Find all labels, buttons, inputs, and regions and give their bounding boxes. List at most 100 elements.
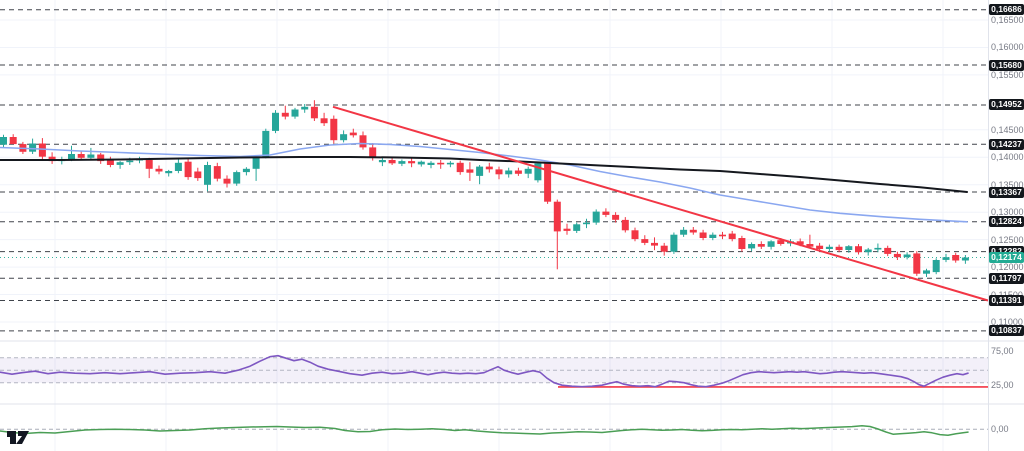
candle[interactable] (359, 131, 367, 150)
candle[interactable] (689, 227, 697, 235)
candle[interactable] (116, 161, 124, 169)
candle[interactable] (524, 166, 532, 179)
tradingview-logo-icon[interactable] (5, 427, 31, 447)
candle[interactable] (106, 156, 114, 168)
candle[interactable] (417, 160, 425, 167)
candle[interactable] (845, 245, 853, 253)
candle[interactable] (29, 138, 37, 154)
candle[interactable] (427, 161, 435, 169)
candle[interactable] (923, 268, 930, 277)
candle[interactable] (174, 157, 182, 174)
candle[interactable] (544, 161, 552, 204)
candle[interactable] (738, 235, 746, 252)
candle[interactable] (553, 199, 561, 270)
candle[interactable] (456, 160, 464, 175)
candle[interactable] (670, 232, 678, 254)
candle[interactable] (709, 232, 717, 241)
candle[interactable] (272, 110, 279, 134)
candle[interactable] (165, 169, 173, 177)
candle[interactable] (728, 230, 736, 242)
candle[interactable] (932, 258, 940, 275)
candle[interactable] (242, 167, 250, 176)
candle[interactable] (77, 151, 85, 160)
candle[interactable] (437, 160, 445, 169)
candle[interactable] (680, 227, 688, 237)
candle[interactable] (864, 247, 872, 256)
candle[interactable] (291, 107, 299, 119)
candle[interactable] (942, 253, 950, 263)
candle[interactable] (534, 161, 542, 183)
candle[interactable] (641, 235, 649, 246)
candle[interactable] (913, 251, 921, 276)
candle[interactable] (48, 152, 56, 164)
candle[interactable] (612, 212, 620, 223)
candle[interactable] (145, 157, 153, 179)
candle[interactable] (660, 242, 668, 256)
candle[interactable] (388, 157, 396, 165)
candle[interactable] (835, 244, 843, 253)
candle[interactable] (476, 165, 484, 185)
candle[interactable] (602, 208, 610, 218)
candle[interactable] (184, 158, 192, 180)
candle[interactable] (252, 156, 260, 181)
candle[interactable] (699, 229, 707, 241)
candle[interactable] (806, 234, 814, 249)
candle[interactable] (893, 251, 901, 260)
candles-layer[interactable] (0, 100, 969, 277)
candle[interactable] (340, 130, 348, 143)
candle[interactable] (330, 115, 338, 144)
trendline-layer[interactable] (332, 105, 989, 302)
candle[interactable] (573, 222, 581, 233)
candle[interactable] (378, 157, 386, 167)
candle[interactable] (874, 243, 882, 253)
candle[interactable] (349, 128, 357, 138)
candle[interactable] (884, 245, 892, 257)
candle[interactable] (816, 242, 824, 251)
candle[interactable] (233, 170, 241, 186)
candle[interactable] (87, 147, 95, 159)
candle[interactable] (631, 227, 639, 242)
candle[interactable] (719, 231, 726, 240)
candle[interactable] (262, 128, 270, 159)
candle[interactable] (446, 161, 454, 168)
rsi-pane[interactable] (0, 354, 988, 388)
momentum-pane[interactable] (0, 425, 988, 436)
candle-body (689, 229, 697, 233)
candle[interactable] (563, 223, 571, 235)
candle[interactable] (408, 157, 416, 168)
candle[interactable] (204, 161, 211, 192)
trendline[interactable] (332, 105, 989, 302)
candle[interactable] (223, 175, 231, 188)
candle[interactable] (9, 134, 17, 145)
candle[interactable] (825, 244, 833, 252)
candle[interactable] (495, 166, 503, 180)
candle[interactable] (97, 152, 105, 164)
candle[interactable] (155, 165, 163, 175)
candle[interactable] (757, 241, 765, 249)
candle[interactable] (903, 252, 911, 260)
candle[interactable] (213, 162, 221, 182)
candle[interactable] (0, 134, 7, 148)
candle[interactable] (68, 145, 75, 162)
candle[interactable] (952, 252, 960, 263)
candle[interactable] (748, 242, 756, 252)
candle[interactable] (514, 167, 522, 176)
candle[interactable] (592, 209, 600, 225)
candle[interactable] (621, 217, 629, 233)
candle[interactable] (855, 244, 862, 255)
candle[interactable] (466, 162, 474, 181)
candle[interactable] (398, 159, 406, 167)
candle[interactable] (961, 255, 969, 264)
price-level-lines[interactable] (0, 9, 988, 332)
candle[interactable] (281, 105, 289, 120)
candle[interactable] (301, 104, 309, 113)
candle[interactable] (194, 167, 202, 181)
candle[interactable] (651, 237, 658, 251)
candle[interactable] (485, 162, 493, 173)
candle[interactable] (320, 112, 328, 126)
candle[interactable] (767, 240, 775, 250)
candle[interactable] (505, 167, 513, 178)
candle[interactable] (310, 100, 318, 121)
candle[interactable] (583, 218, 590, 229)
